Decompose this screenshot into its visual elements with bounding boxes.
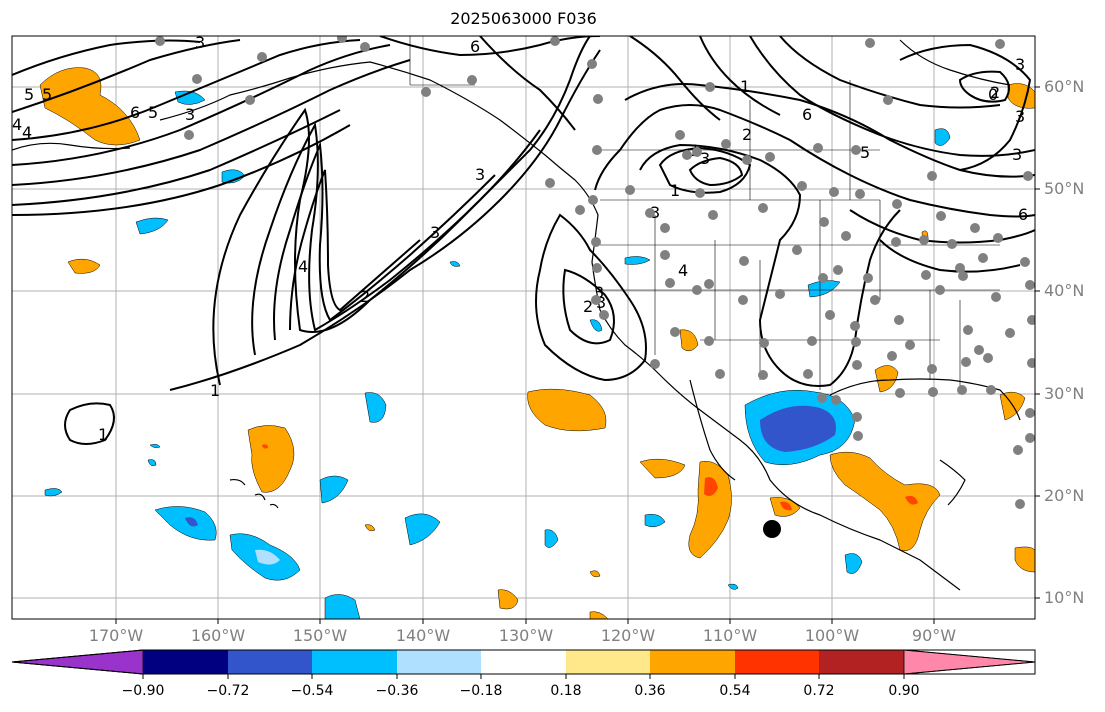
contour-label: 2 xyxy=(742,125,752,144)
storm-center-marker xyxy=(763,520,781,538)
colorbar-tick-label: −0.36 xyxy=(375,683,419,699)
contour-label: 2 xyxy=(990,83,1000,102)
lon-label-150w: 150°W xyxy=(292,626,348,645)
state-borders xyxy=(409,36,1000,390)
contour-lines xyxy=(12,36,1035,445)
colorbar-tick-label: 0.18 xyxy=(550,683,582,699)
contour-label: 6 xyxy=(470,37,480,56)
contour-label: 6 xyxy=(130,103,140,122)
contour-label: 1 xyxy=(670,181,680,200)
contour-label-group: 6 3 5 4 3 6 5 3 4 3 2 1 1 3 2 3 4 3 1 1 … xyxy=(12,33,1028,444)
contour-label: 2 xyxy=(583,297,593,316)
contour-label: 4 xyxy=(298,257,308,276)
contour-label: 0 xyxy=(988,85,998,104)
colorbar-tick-label: 0.54 xyxy=(719,683,751,699)
contour-label: 3 xyxy=(596,293,606,312)
map-frame xyxy=(11,35,1036,620)
coastlines xyxy=(12,39,1021,591)
colorbar-tick-label: 0.72 xyxy=(803,683,835,699)
map-background xyxy=(12,36,1035,619)
lon-label-90w: 90°W xyxy=(911,626,957,645)
contour-label: 5 xyxy=(42,85,52,104)
contour-label: 4 xyxy=(22,123,32,142)
contour-label: 2 xyxy=(360,287,370,306)
colorbar-tick-label: −0.18 xyxy=(459,683,503,699)
lat-label-30n: 30°N xyxy=(1044,384,1085,403)
lat-label-20n: 20°N xyxy=(1044,486,1085,505)
lon-label-100w: 100°W xyxy=(804,626,860,645)
contour-label: 5 xyxy=(24,85,34,104)
station-dots xyxy=(155,36,1035,509)
colorbar-tick-label: 0.36 xyxy=(634,683,666,699)
lightblue-fill-areas xyxy=(255,549,280,565)
contour-label: 3 xyxy=(185,105,195,124)
lon-label-170w: 170°W xyxy=(88,626,144,645)
contour-label: 3 xyxy=(1015,107,1025,126)
contour-label: 1 xyxy=(210,381,220,400)
contour-label: 6 xyxy=(1018,205,1028,224)
contour-label: 3 xyxy=(1012,145,1022,164)
contour-label: 3 xyxy=(430,223,440,242)
contour-label: 3 xyxy=(650,203,660,222)
orange-fill-areas xyxy=(39,67,1035,619)
contour-label: 5 xyxy=(860,143,870,162)
lat-label-40n: 40°N xyxy=(1044,281,1085,300)
contour-label: 1 xyxy=(740,77,750,96)
lon-label-140w: 140°W xyxy=(395,626,451,645)
contour-label: 3 xyxy=(195,33,205,52)
contour-label: 4 xyxy=(678,261,688,280)
lat-label-60n: 60°N xyxy=(1044,77,1085,96)
lat-label-50n: 50°N xyxy=(1044,179,1085,198)
contour-label: 1 xyxy=(98,425,108,444)
contour-label: 4 xyxy=(12,115,22,134)
lon-label-110w: 110°W xyxy=(702,626,758,645)
colorbar-tick-label: −0.72 xyxy=(206,683,250,699)
contour-label: 3 xyxy=(700,149,710,168)
map-title: 2025063000 F036 xyxy=(450,9,597,28)
colorbar-tick-label: −0.90 xyxy=(121,683,165,699)
lon-label-130w: 130°W xyxy=(498,626,554,645)
colorbar-tick-label: −0.54 xyxy=(290,683,334,699)
contour-label: 6 xyxy=(802,105,812,124)
lon-label-160w: 160°W xyxy=(190,626,246,645)
colorbar-tick-label: 0.90 xyxy=(888,683,920,699)
lon-label-120w: 120°W xyxy=(600,626,656,645)
contour-label: 3 xyxy=(475,165,485,184)
contour-label: 3 xyxy=(1015,55,1025,74)
contour-label: 3 xyxy=(594,283,604,302)
darkblue-fill-areas xyxy=(185,405,836,527)
contour-label: 5 xyxy=(148,103,158,122)
red-fill-areas xyxy=(262,444,918,511)
lat-label-10n: 10°N xyxy=(1044,588,1085,607)
